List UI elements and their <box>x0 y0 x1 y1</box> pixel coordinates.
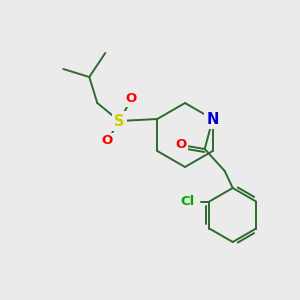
Text: N: N <box>206 112 219 127</box>
Text: O: O <box>102 134 113 148</box>
Text: S: S <box>114 113 124 128</box>
Text: Cl: Cl <box>180 195 194 208</box>
Text: O: O <box>126 92 137 106</box>
Text: O: O <box>175 139 186 152</box>
